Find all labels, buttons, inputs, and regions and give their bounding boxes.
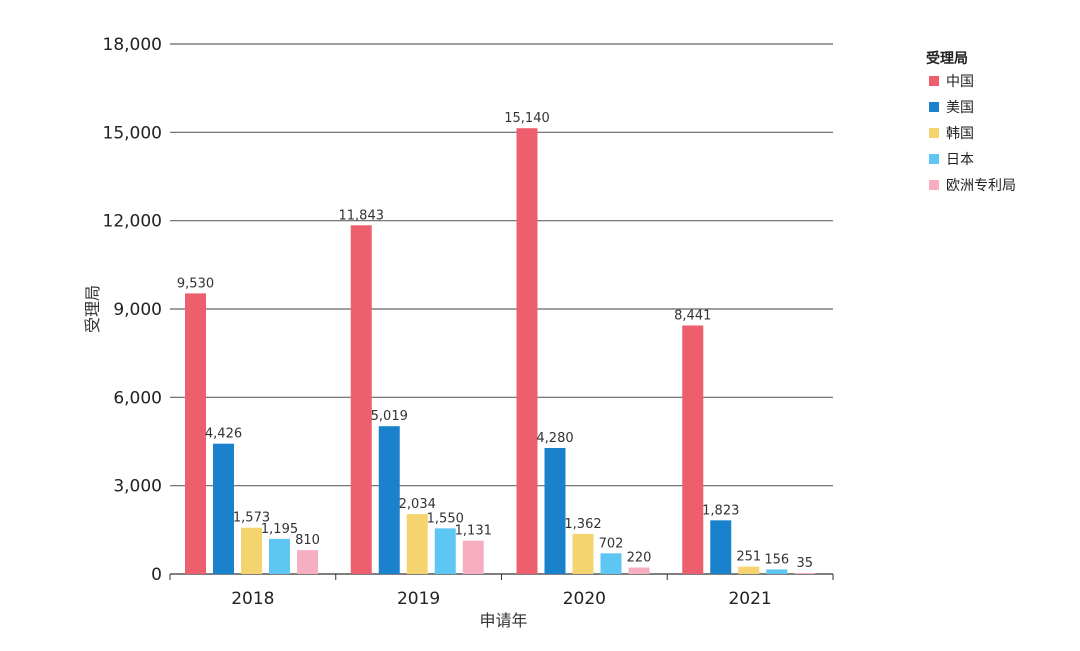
bar	[710, 520, 732, 574]
data-label: 2,034	[399, 497, 436, 512]
y-tick-label: 9,000	[113, 300, 162, 320]
y-tick-label: 18,000	[103, 35, 162, 55]
data-label: 1,573	[233, 511, 270, 526]
data-label: 156	[764, 552, 789, 567]
data-label: 1,362	[564, 517, 601, 532]
bar	[766, 569, 788, 574]
bar	[462, 540, 484, 574]
data-label: 4,426	[205, 427, 242, 442]
x-tick-label: 2019	[397, 589, 440, 609]
data-label: 11,843	[339, 208, 385, 223]
legend-swatch	[929, 154, 939, 164]
bar	[269, 538, 290, 574]
x-tick-label: 2018	[231, 589, 274, 609]
bar	[185, 293, 206, 574]
legend-label: 韩国	[946, 126, 974, 142]
y-axis-title: 受理局	[83, 285, 102, 333]
bar	[350, 225, 372, 575]
data-label: 251	[736, 550, 761, 565]
bar	[544, 447, 566, 574]
data-label: 1,823	[702, 503, 739, 518]
legend-label: 中国	[946, 74, 974, 90]
legend-swatch	[929, 180, 939, 190]
x-axis-ticks: 2018 2019 2020 2021	[169, 574, 834, 609]
y-tick-label: 0	[151, 565, 162, 585]
bar	[297, 550, 318, 574]
bar	[572, 533, 594, 574]
y-tick-label: 12,000	[103, 212, 162, 232]
bar	[794, 572, 816, 574]
data-label: 5,019	[371, 409, 408, 424]
bar	[628, 567, 650, 574]
gridlines	[170, 43, 833, 575]
legend-swatch	[929, 128, 939, 138]
bar	[241, 527, 262, 574]
bar	[378, 426, 400, 574]
x-axis-title: 申请年	[479, 611, 527, 630]
bar	[682, 325, 704, 574]
bar	[738, 566, 760, 574]
bar	[434, 528, 456, 574]
legend-label: 欧洲专利局	[946, 178, 1016, 194]
data-label: 1,131	[455, 524, 492, 539]
data-label: 220	[627, 551, 652, 566]
legend-label: 日本	[946, 152, 974, 168]
y-tick-label: 15,000	[103, 123, 162, 143]
data-label: 810	[295, 533, 320, 548]
legend-title: 受理局	[926, 50, 968, 67]
data-label: 702	[599, 536, 624, 551]
y-axis-ticks: 0 3,000 6,000 9,000 12,000 15,000 18,000	[103, 35, 162, 585]
data-label: 9,530	[177, 276, 214, 291]
data-label: 15,140	[504, 111, 550, 126]
data-label: 1,195	[261, 522, 298, 537]
data-label: 1,550	[427, 511, 464, 526]
legend-swatch	[929, 102, 939, 112]
bars: 9,5304,4261,5731,19581011,8435,0192,0341…	[177, 111, 816, 575]
bar	[213, 443, 234, 574]
bar	[516, 128, 538, 574]
x-tick-label: 2020	[563, 589, 606, 609]
data-label: 35	[796, 556, 813, 571]
legend-label: 美国	[946, 100, 974, 116]
data-label: 4,280	[536, 431, 573, 446]
y-tick-label: 3,000	[113, 477, 162, 497]
bar	[600, 553, 622, 574]
legend-swatch	[929, 76, 939, 86]
x-tick-label: 2021	[728, 589, 771, 609]
bar	[406, 514, 428, 574]
data-label: 8,441	[674, 308, 711, 323]
y-tick-label: 6,000	[113, 388, 162, 408]
